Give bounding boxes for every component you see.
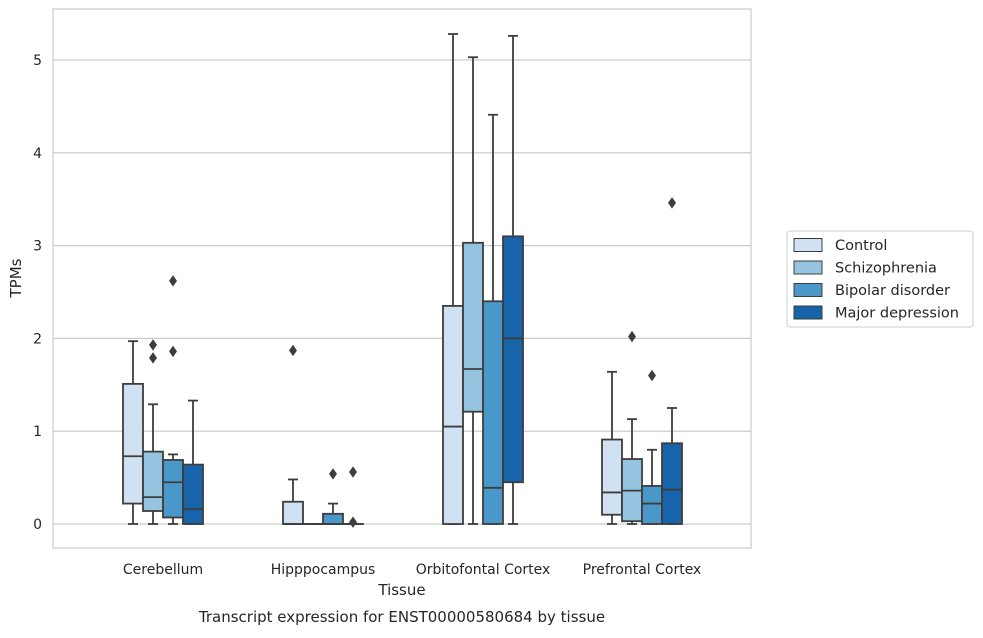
y-tick-label: 4 [33,146,42,162]
legend-swatch [794,239,822,252]
chart-title: Transcript expression for ENST0000058068… [198,608,605,626]
legend-swatch [794,284,822,297]
x-tick-label: Orbitofontal Cortex [416,562,551,578]
y-tick-label: 5 [33,53,42,69]
legend-label: Bipolar disorder [835,283,950,299]
legend-label: Control [835,238,887,254]
y-tick-label: 3 [33,239,42,255]
y-axis-label: TPMs [7,258,25,298]
legend-swatch [794,261,822,274]
box-body [503,236,523,482]
box-body [602,440,622,515]
x-tick-label: Prefrontal Cortex [583,562,702,578]
box-body [483,301,503,524]
x-tick-label: Hipppocampus [271,562,376,578]
box-body [183,465,203,524]
legend-label: Schizophrenia [835,261,937,277]
box-body [143,452,163,511]
box-body [642,486,662,524]
y-tick-label: 2 [33,331,42,347]
box-body [662,443,682,524]
x-axis-label: Tissue [377,581,425,599]
legend: Control Schizophrenia Bipolar disorder Majo… [787,231,973,327]
y-tick-label: 0 [33,517,42,533]
box-body [443,306,463,524]
legend-label: Major depression [835,306,959,322]
x-tick-labels: Cerebellum Hipppocampus Orbitofontal Corte… [123,562,701,578]
box-body [163,460,183,518]
box-body [283,502,303,524]
y-tick-label: 1 [33,424,42,440]
box-body [323,514,343,524]
x-tick-label: Cerebellum [123,562,203,578]
box-body [463,243,483,412]
y-tick-labels: 0 1 2 3 4 5 [33,53,42,533]
box-body [123,384,143,504]
legend-swatch [794,306,822,319]
